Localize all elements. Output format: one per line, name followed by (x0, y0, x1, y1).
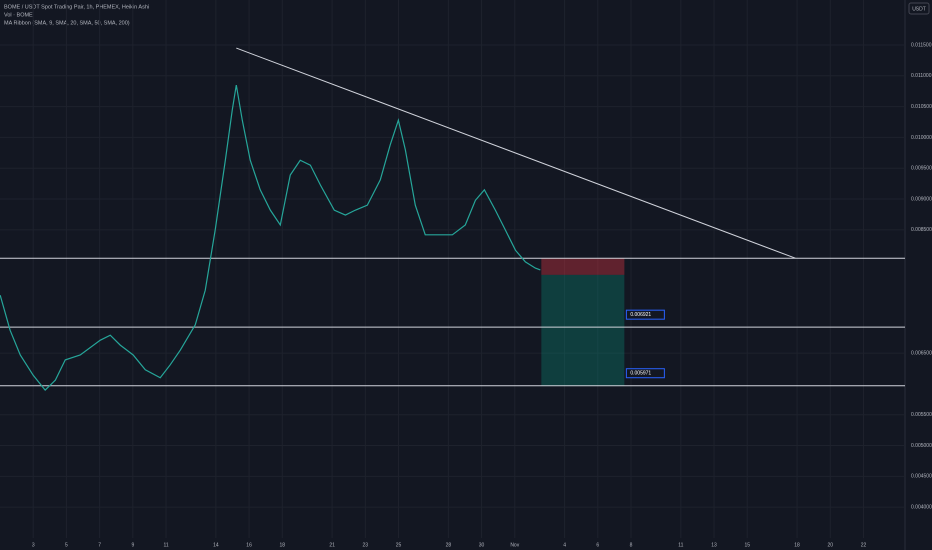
x-tick-label: 8 (630, 542, 633, 548)
x-tick-label: 23 (363, 542, 369, 548)
stop-zone (541, 258, 625, 275)
x-tick-label: 20 (827, 542, 833, 548)
level-label-box (625, 309, 665, 320)
x-tick-label: 18 (794, 542, 800, 548)
x-tick-label: 3 (32, 542, 35, 548)
target-zone (541, 274, 625, 386)
trendline (236, 47, 796, 259)
level-label: 0.005971 (630, 371, 651, 377)
x-tick-label: 16 (246, 542, 252, 548)
currency-button[interactable] (908, 2, 930, 15)
x-tick-label: 5 (65, 542, 68, 548)
x-tick-label: 7 (98, 542, 101, 548)
y-tick-label: 0.008500 (911, 227, 932, 233)
y-tick-label: 0.005500 (911, 412, 932, 418)
x-tick-label: 6 (596, 542, 599, 548)
y-tick-label: 0.010500 (911, 104, 932, 110)
x-tick-label: 4 (563, 542, 566, 548)
y-tick-label: 0.009500 (911, 166, 932, 172)
y-tick-label: 0.005000 (911, 443, 932, 449)
price-line (0, 84, 541, 391)
x-tick-label: 22 (861, 542, 867, 548)
x-tick-label: 21 (329, 542, 335, 548)
x-tick-label: 13 (711, 542, 717, 548)
y-tick-label: 0.011000 (911, 73, 932, 79)
x-tick-label: 15 (744, 542, 750, 548)
x-tick-label: 9 (131, 542, 134, 548)
x-tick-label: 30 (479, 542, 485, 548)
level-label-box (625, 368, 665, 379)
x-tick-label: 25 (396, 542, 402, 548)
chart-title: BOME / USDT Spot Trading Pair, 1h, PHEME… (4, 4, 149, 10)
y-tick-label: 0.011500 (911, 42, 932, 48)
x-tick-label: Nov (510, 542, 519, 548)
x-tick-label: 14 (213, 542, 219, 548)
y-tick-label: 0.004500 (911, 474, 932, 480)
x-tick-label: 11 (163, 542, 168, 548)
x-tick-label: 11 (678, 542, 683, 548)
x-tick-label: 28 (446, 542, 452, 548)
volume-legend: Vol · BOME (4, 12, 33, 18)
y-tick-label: 0.009000 (911, 196, 932, 202)
y-tick-label: 0.006500 (911, 350, 932, 356)
x-tick-label: 18 (280, 542, 286, 548)
y-tick-label: 0.010000 (911, 135, 932, 141)
level-label: 0.006921 (630, 312, 651, 318)
y-tick-label: 0.004000 (911, 505, 932, 511)
currency-label[interactable]: USDT (912, 6, 926, 12)
